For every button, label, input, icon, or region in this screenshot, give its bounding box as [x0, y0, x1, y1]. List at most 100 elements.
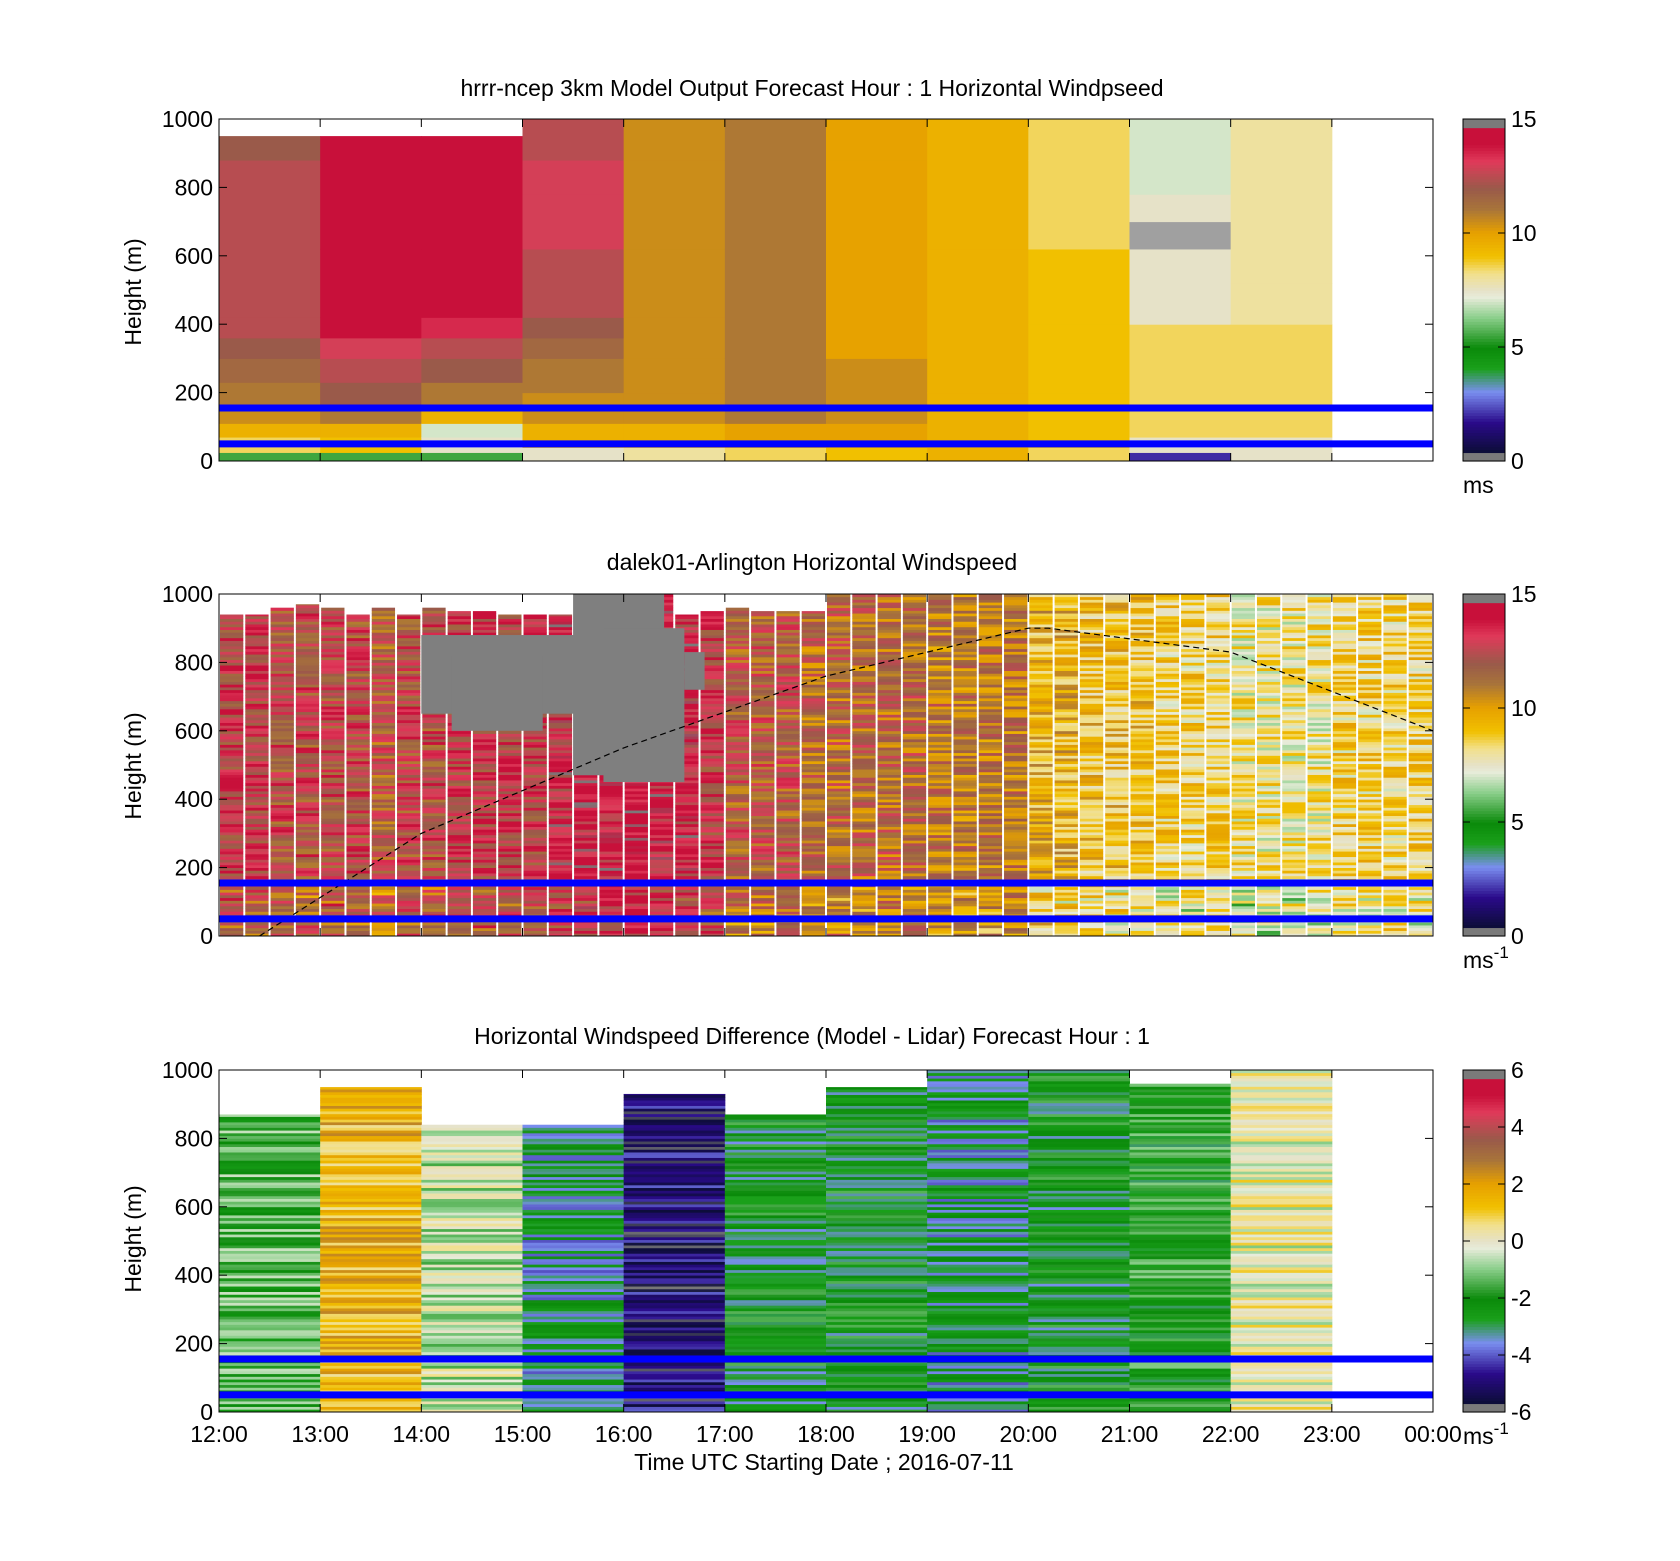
heatmap-cell: [523, 788, 547, 792]
heatmap-cell: [599, 848, 623, 852]
heatmap-cell: [447, 763, 471, 767]
heatmap-cell: [270, 719, 294, 723]
heatmap-cell: [371, 714, 396, 718]
heatmap-cell: [953, 618, 977, 622]
heatmap-cell: [295, 862, 320, 866]
heatmap-cell: [827, 640, 851, 644]
heatmap-cell: [574, 840, 598, 844]
heatmap-cell: [877, 744, 901, 748]
heatmap-cell: [751, 796, 775, 800]
heatmap-cell: [1079, 599, 1104, 603]
heatmap-cell: [1029, 790, 1053, 795]
heatmap-cell: [751, 892, 775, 896]
heatmap-cell: [1079, 807, 1104, 811]
heatmap-cell: [1054, 785, 1078, 789]
heatmap-cell: [295, 851, 320, 855]
heatmap-cell: [751, 711, 775, 715]
heatmap-cell: [1130, 656, 1154, 661]
heatmap-cell: [1105, 900, 1129, 904]
heatmap-cell: [1181, 832, 1205, 836]
panel-lidar-title: dalek01-Arlington Horizontal Windspeed: [607, 549, 1017, 575]
y-tick-label: 400: [175, 311, 213, 337]
heatmap-cell: [447, 790, 471, 795]
heatmap-cell: [447, 618, 471, 622]
heatmap-cell: [422, 780, 446, 784]
heatmap-cell: [801, 796, 825, 800]
heatmap-cell: [1105, 807, 1129, 811]
heatmap-cell: [320, 423, 422, 438]
heatmap-cell: [725, 752, 750, 756]
heatmap-cell: [700, 807, 724, 811]
heatmap-cell: [1054, 867, 1078, 871]
heatmap-cell: [1079, 785, 1104, 789]
heatmap-cell: [725, 864, 750, 868]
heatmap-cell: [321, 689, 345, 693]
heatmap-cell: [776, 670, 800, 674]
heatmap-cell: [978, 848, 1003, 852]
heatmap-cell: [700, 717, 724, 721]
heatmap-cell: [877, 695, 901, 699]
heatmap-cell: [472, 848, 497, 852]
heatmap-cell: [1155, 834, 1180, 838]
heatmap-cell: [751, 736, 775, 740]
heatmap-cell: [295, 769, 320, 773]
heatmap-cell: [371, 700, 396, 704]
heatmap-cell: [801, 637, 825, 641]
heatmap-cell: [827, 725, 851, 729]
heatmap-cell: [1054, 635, 1078, 639]
heatmap-cell: [1079, 826, 1104, 830]
heatmap-cell: [675, 823, 699, 827]
heatmap-cell: [371, 673, 396, 677]
heatmap-cell: [649, 867, 674, 871]
heatmap-cell: [523, 780, 547, 784]
heatmap-cell: [902, 604, 927, 609]
colorbar-step: [1463, 190, 1505, 194]
heatmap-cell: [397, 678, 421, 682]
heatmap-cell: [776, 744, 800, 748]
heatmap-cell: [220, 889, 244, 893]
heatmap-cell: [928, 769, 952, 773]
heatmap-cell: [827, 829, 851, 833]
heatmap-cell: [1004, 801, 1028, 806]
heatmap-cell: [1130, 700, 1154, 704]
heatmap-cell: [1105, 873, 1129, 877]
heatmap-cell: [978, 645, 1003, 650]
colorbar-step: [1463, 341, 1505, 345]
heatmap-cell: [877, 801, 901, 806]
heatmap-cell: [928, 933, 952, 937]
heatmap-cell: [902, 681, 927, 685]
heatmap-cell: [220, 739, 244, 743]
heatmap-cell: [498, 739, 522, 743]
heatmap-cell: [397, 807, 421, 811]
heatmap-cell: [624, 892, 648, 896]
heatmap-cell: [371, 853, 396, 858]
heatmap-cell: [902, 684, 927, 688]
heatmap-cell: [1004, 856, 1028, 860]
heatmap-cell: [801, 769, 825, 773]
heatmap-cell: [422, 788, 446, 792]
heatmap-cell: [346, 812, 370, 817]
heatmap-cell: [1054, 618, 1078, 622]
heatmap-cell: [1130, 780, 1154, 784]
heatmap-cell: [1029, 725, 1053, 729]
heatmap-cell: [751, 717, 775, 721]
heatmap-cell: [599, 821, 623, 825]
heatmap-cell: [978, 730, 1003, 734]
heatmap-cell: [1029, 777, 1053, 781]
heatmap-cell: [827, 703, 851, 707]
heatmap-cell: [827, 793, 851, 797]
heatmap-cell: [422, 925, 446, 929]
heatmap-cell: [852, 744, 876, 748]
heatmap-cell: [548, 796, 573, 800]
heatmap-cell: [877, 788, 901, 792]
heatmap-cell: [700, 684, 724, 688]
heatmap-cell: [498, 766, 522, 770]
heatmap-cell: [902, 908, 927, 912]
heatmap-cell: [295, 848, 320, 852]
heatmap-cell: [295, 659, 320, 663]
heatmap-cell: [245, 637, 269, 641]
heatmap-cell: [852, 594, 876, 598]
heatmap-cell: [801, 894, 825, 899]
heatmap-cell: [295, 760, 320, 765]
heatmap-cell: [422, 845, 446, 849]
